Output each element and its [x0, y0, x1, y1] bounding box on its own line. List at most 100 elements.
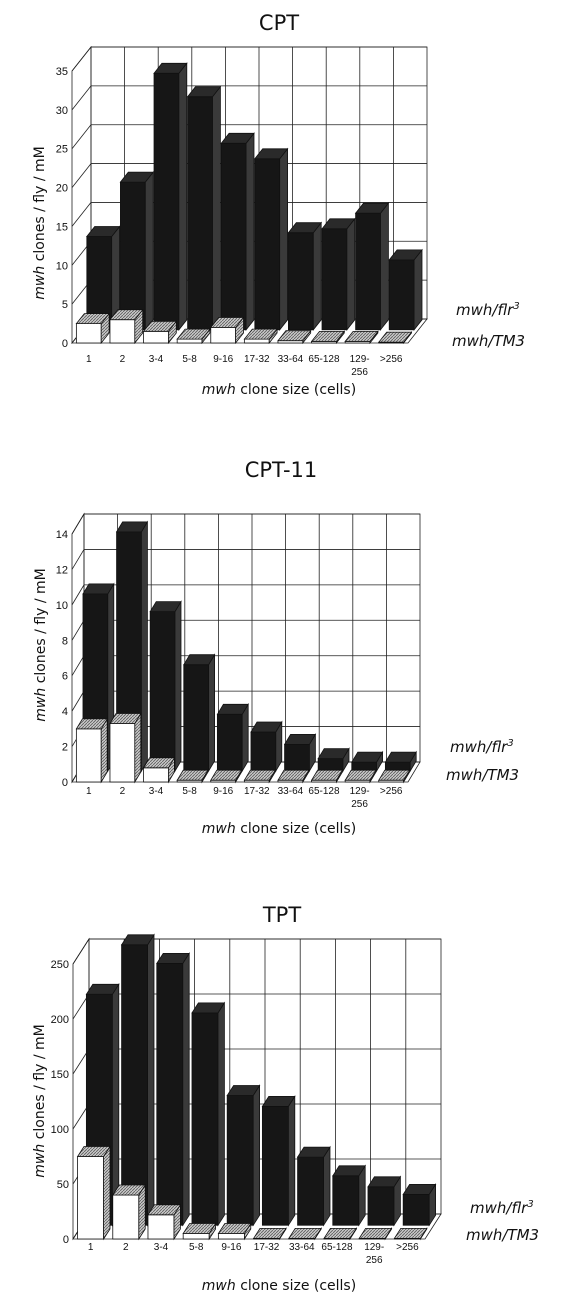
y-tick-label: 35	[56, 66, 68, 78]
x-tick-label: 17-32	[244, 786, 270, 797]
chart-title: CPT-11	[245, 458, 318, 482]
bar-mwh-tm3	[217, 1222, 252, 1241]
bar-mwh-tm3	[288, 1227, 322, 1241]
y-tick-label: 5	[62, 299, 68, 311]
y-tick-label: 20	[56, 183, 68, 195]
x-tick-label: 129-	[364, 1242, 384, 1253]
y-axis-title: mwh clones / fly / mM	[33, 568, 49, 721]
bar-mwh-flr3	[296, 1145, 331, 1227]
x-tick-label: 2	[123, 1242, 129, 1253]
x-tick-label: 9-16	[221, 1242, 241, 1253]
bar-mwh-tm3	[323, 1227, 358, 1241]
x-tick-label: 65-128	[308, 354, 340, 365]
bar-mwh-tm3	[142, 756, 176, 784]
bar-mwh-flr3	[388, 248, 423, 331]
bar-mwh-flr3	[384, 750, 417, 773]
series-label-tm3: mwh/TM3	[452, 332, 525, 350]
series-label-flr3: mwh/flr3	[456, 301, 520, 319]
bar-mwh-flr3	[220, 132, 255, 331]
x-tick-label: 65-128	[321, 1242, 353, 1253]
x-tick-label: >256	[396, 1242, 419, 1253]
y-tick-label: 12	[56, 564, 68, 576]
x-tick-label: 1	[86, 786, 92, 797]
y-tick-label: 0	[62, 777, 68, 789]
chart-panel-tpt: TPT 0 50 100 150 200 250 mwh clones / fly / mM 1…	[0, 900, 566, 1298]
chart-title: CPT	[259, 11, 299, 35]
bar-mwh-flr3	[156, 952, 190, 1227]
x-tick-label-cont: 256	[351, 367, 368, 378]
x-tick-label: 3-4	[149, 354, 164, 365]
bar-mwh-flr3	[250, 720, 283, 773]
bar-mwh-flr3	[283, 732, 317, 773]
bar-mwh-flr3	[321, 217, 356, 331]
bar-mwh-flr3	[253, 147, 289, 331]
bar-mwh-flr3	[149, 600, 182, 773]
y-tick-label: 2	[62, 742, 68, 754]
chart-title: TPT	[262, 903, 301, 927]
x-tick-label: 5-8	[182, 786, 197, 797]
x-tick-label: 17-32	[254, 1242, 280, 1253]
y-tick-label: 30	[56, 105, 68, 117]
bar-mwh-flr3	[402, 1183, 437, 1227]
bar-mwh-tm3	[378, 768, 411, 784]
x-tick-label-cont: 256	[366, 1255, 383, 1266]
bar-mwh-tm3	[252, 1227, 287, 1241]
x-tick-label: 33-64	[278, 786, 304, 797]
y-tick-label: 15	[56, 221, 68, 233]
bar-mwh-tm3	[109, 712, 142, 784]
x-tick-label: 9-16	[213, 354, 233, 365]
y-axis-title: mwh clones / fly / mM	[32, 1024, 48, 1177]
series-label-flr3: mwh/flr3	[470, 1199, 534, 1217]
bar-mwh-tm3	[147, 1203, 182, 1241]
y-axis-title: mwh clones / fly / mM	[32, 146, 48, 299]
chart-cpt: CPT 0 5 10 15 20 25 30 35 mwh clones / fly / mM 1 2…	[32, 11, 525, 398]
x-tick-label: 2	[120, 354, 126, 365]
bar-mwh-flr3	[119, 170, 155, 331]
chart-panel-cpt11: CPT-11 0 2 4 6 8 10 12 14 mwh clones / fly / mM 1 2…	[0, 450, 566, 870]
x-axis-title: mwh clone size (cells)	[202, 821, 356, 837]
y-tick-label: 14	[56, 529, 68, 541]
y-tick-label: 250	[51, 959, 69, 971]
bar-mwh-tm3	[277, 329, 312, 345]
y-tick-label: 0	[63, 1234, 69, 1246]
bar-mwh-tm3	[344, 330, 379, 345]
y-tick-label: 0	[62, 338, 68, 350]
x-tick-label: 3-4	[154, 1242, 169, 1253]
bar-mwh-flr3	[287, 221, 323, 331]
bar-mwh-tm3	[75, 717, 108, 784]
bar-mwh-flr3	[191, 1001, 226, 1227]
bar-mwh-tm3	[358, 1227, 393, 1241]
y-tick-label: 100	[51, 1124, 69, 1136]
series-label-tm3: mwh/TM3	[466, 1226, 539, 1244]
bar-mwh-tm3	[75, 312, 110, 345]
x-axis-title: mwh clone size (cells)	[202, 382, 356, 398]
bar-mwh-tm3	[209, 316, 245, 345]
bar-mwh-tm3	[76, 1145, 111, 1241]
x-tick-label: >256	[380, 786, 403, 797]
x-tick-label: 1	[88, 1242, 94, 1253]
series-label-tm3: mwh/TM3	[446, 766, 519, 784]
bar-mwh-flr3	[317, 747, 350, 773]
bar-mwh-tm3	[182, 1222, 217, 1241]
bar-mwh-tm3	[277, 768, 310, 784]
y-tick-label: 10	[56, 260, 68, 272]
x-tick-label: 65-128	[308, 786, 340, 797]
bar-mwh-flr3	[354, 202, 390, 331]
bar-mwh-tm3	[377, 331, 413, 345]
y-tick-label: 150	[51, 1069, 69, 1081]
bar-mwh-tm3	[210, 768, 243, 784]
bar-mwh-flr3	[183, 653, 216, 773]
bar-mwh-tm3	[112, 1183, 146, 1241]
x-tick-label: >256	[380, 354, 403, 365]
x-tick-label: 17-32	[244, 354, 270, 365]
x-tick-label: 129-	[350, 354, 370, 365]
y-tick-label: 6	[62, 671, 68, 683]
bar-mwh-flr3	[261, 1095, 296, 1227]
y-tick-label: 10	[56, 600, 68, 612]
y-tick-label: 25	[56, 144, 68, 156]
x-tick-label: 129-	[350, 786, 370, 797]
chart-tpt: TPT 0 50 100 150 200 250 mwh clones / fly / mM 1…	[32, 903, 539, 1294]
x-tick-label: 5-8	[189, 1242, 204, 1253]
chart-panel-cpt: CPT 0 5 10 15 20 25 30 35 mwh clones / fly / mM 1 2…	[0, 0, 566, 420]
